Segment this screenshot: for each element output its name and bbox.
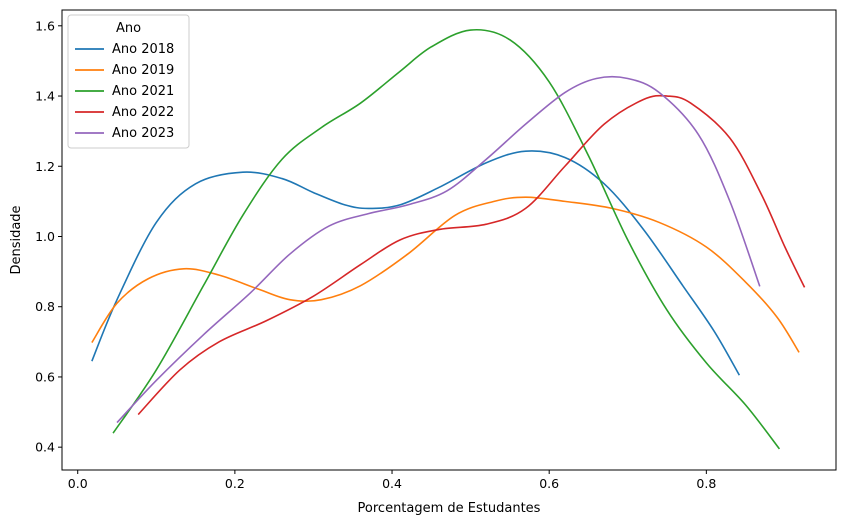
x-tick-label: 0.6 (539, 476, 559, 491)
legend-label: Ano 2018 (112, 42, 174, 57)
x-tick-label: 0.4 (382, 476, 402, 491)
legend-label: Ano 2021 (112, 84, 174, 99)
series-line-ano-2019 (91, 196, 800, 353)
x-axis-label: Porcentagem de Estudantes (358, 501, 541, 516)
y-axis-label: Densidade (9, 205, 24, 274)
legend-title: Ano (116, 21, 141, 36)
series-line-ano-2021 (112, 28, 781, 450)
legend-items: Ano 2018 Ano 2019 Ano 2021 Ano 2022 Ano 2023 (75, 42, 174, 141)
legend-label: Ano 2022 (112, 105, 174, 120)
y-tick-label: 0.8 (35, 299, 55, 314)
series-line-ano-2022 (137, 94, 806, 416)
y-tick-label: 0.4 (35, 440, 55, 455)
x-tick-label: 0.2 (225, 476, 245, 491)
plot-frame (61, 9, 837, 471)
legend-label: Ano 2023 (112, 126, 174, 141)
series-line-ano-2018 (91, 150, 741, 376)
y-tick-label: 0.6 (35, 369, 55, 384)
y-tick-label: 1.0 (35, 229, 55, 244)
y-tick-label: 1.4 (35, 89, 55, 104)
x-tick-label: 0.0 (68, 476, 88, 491)
series-lines (91, 28, 806, 450)
axis-ticks: 0.0 0.2 0.4 0.6 0.8 0.4 0.6 0.8 1.0 1.2 1.4 1.6 (35, 18, 716, 491)
series-line-ano-2023 (116, 75, 761, 424)
y-tick-label: 1.6 (35, 18, 55, 33)
y-tick-label: 1.2 (35, 159, 55, 174)
legend-label: Ano 2019 (112, 63, 174, 78)
x-tick-label: 0.8 (696, 476, 716, 491)
